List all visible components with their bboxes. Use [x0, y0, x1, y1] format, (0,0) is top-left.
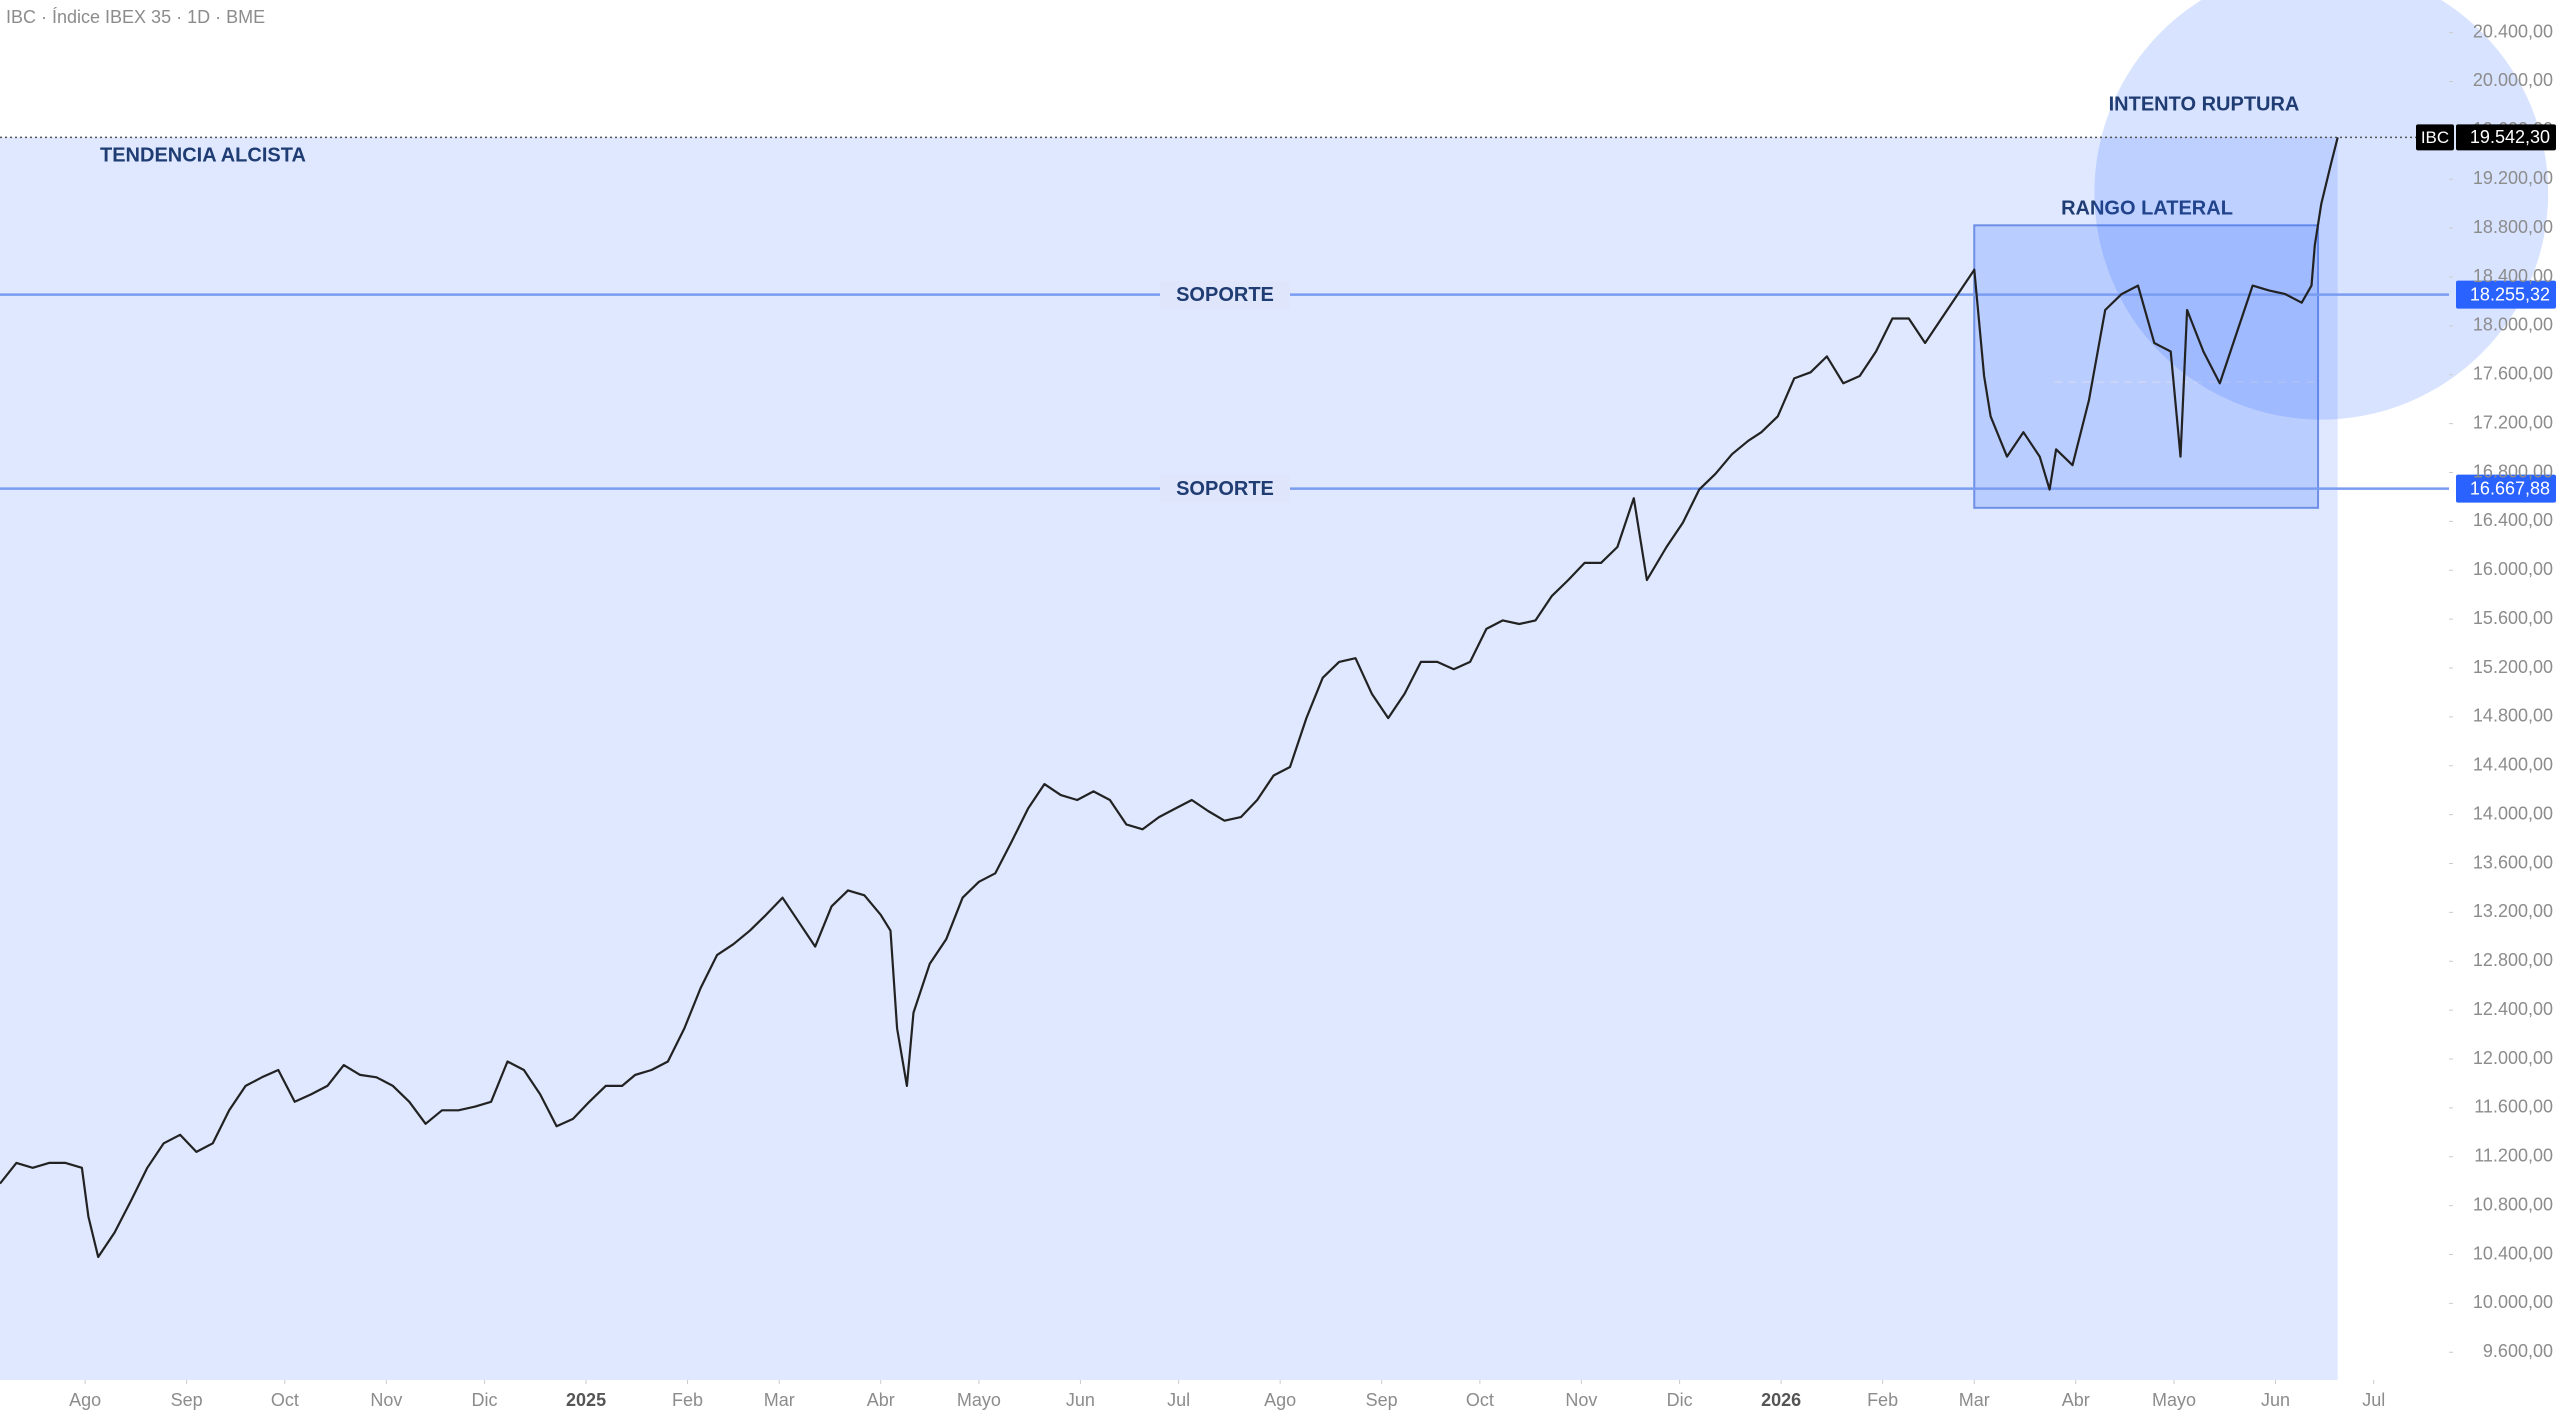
x-tick-label: Mar [1959, 1390, 1990, 1410]
x-tick-label: Abr [2062, 1390, 2090, 1410]
y-tick-label: 14.800,00 [2473, 706, 2553, 726]
y-tick-label: 15.200,00 [2473, 657, 2553, 677]
price-badge-label: 16.667,88 [2470, 478, 2550, 498]
y-tick-label: 18.000,00 [2473, 315, 2553, 335]
y-tick-label: 17.200,00 [2473, 412, 2553, 432]
x-tick-label: Dic [1667, 1390, 1693, 1410]
last-price-label: 19.542,30 [2470, 127, 2550, 147]
support-label: SOPORTE [1176, 284, 1274, 306]
y-tick-label: 18.400,00 [2473, 266, 2553, 286]
y-tick-label: 16.400,00 [2473, 510, 2553, 530]
x-tick-label: Sep [171, 1390, 203, 1410]
x-tick-label: Abr [867, 1390, 895, 1410]
x-tick-label: Nov [1565, 1390, 1597, 1410]
x-tick-label: Mar [764, 1390, 795, 1410]
price-badge-label: 18.255,32 [2470, 284, 2550, 304]
annotation: RANGO LATERAL [2061, 198, 2233, 220]
y-tick-label: 11.200,00 [2474, 1146, 2553, 1166]
x-tick-label: Oct [271, 1390, 299, 1410]
y-tick-label: 13.600,00 [2473, 852, 2553, 872]
x-tick-label: Oct [1466, 1390, 1494, 1410]
x-tick-label: Mayo [957, 1390, 1001, 1410]
price-line [0, 137, 2339, 1259]
y-tick-label: 20.400,00 [2473, 21, 2553, 41]
y-tick-label: 17.600,00 [2473, 364, 2553, 384]
symbol-badge [2416, 124, 2454, 151]
price-badge [2456, 280, 2556, 309]
x-tick-label: Ago [1264, 1390, 1296, 1410]
label-bg [1160, 280, 1290, 309]
y-tick-label: 14.000,00 [2473, 803, 2553, 823]
range-box [1973, 224, 2320, 509]
y-tick-label: 20.000,00 [2473, 70, 2553, 90]
y-tick-label: 14.400,00 [2473, 755, 2553, 775]
y-tick-label: 12.000,00 [2473, 1048, 2553, 1068]
y-tick-label: 9.600,00 [2483, 1341, 2553, 1361]
x-tick-label: 2025 [566, 1390, 606, 1410]
y-tick-label: 18.800,00 [2473, 217, 2553, 237]
last-price-badge [2456, 124, 2556, 151]
x-tick-label: Mayo [2152, 1390, 2196, 1410]
price-badge [2456, 474, 2556, 503]
annotation: TENDENCIA ALCISTA [100, 144, 306, 166]
symbol-label: IBC [2421, 128, 2449, 147]
x-tick-label: Feb [1867, 1390, 1898, 1410]
support-label: SOPORTE [1176, 478, 1274, 500]
chart-title: IBC · Índice IBEX 35 · 1D · BME [6, 7, 265, 27]
x-tick-label: Jul [2362, 1390, 2385, 1410]
y-tick-label: 16.000,00 [2473, 559, 2553, 579]
x-tick-label: Ago [69, 1390, 101, 1410]
y-tick-label: 19.200,00 [2473, 168, 2553, 188]
x-tick-label: Dic [472, 1390, 498, 1410]
y-tick-label: 10.800,00 [2473, 1194, 2553, 1214]
x-tick-label: Nov [370, 1390, 402, 1410]
x-tick-label: Feb [672, 1390, 703, 1410]
y-tick-label: 10.400,00 [2473, 1243, 2553, 1263]
y-tick-label: 13.200,00 [2473, 901, 2553, 921]
x-tick-label: Jul [1167, 1390, 1190, 1410]
y-tick-label: 16.800,00 [2473, 461, 2553, 481]
trend-zone [0, 137, 2338, 1380]
y-tick-label: 12.400,00 [2473, 999, 2553, 1019]
x-tick-label: Sep [1366, 1390, 1398, 1410]
x-tick-label: Jun [2261, 1390, 2290, 1410]
y-tick-label: 12.800,00 [2473, 950, 2553, 970]
y-tick-label: 15.600,00 [2473, 608, 2553, 628]
y-tick-label: 10.000,00 [2473, 1292, 2553, 1312]
annotation: INTENTO RUPTURA [2109, 93, 2300, 115]
x-tick-label: Jun [1066, 1390, 1095, 1410]
label-bg [1160, 474, 1290, 503]
y-tick-label: 11.600,00 [2474, 1097, 2553, 1117]
x-tick-label: 2026 [1761, 1390, 1801, 1410]
